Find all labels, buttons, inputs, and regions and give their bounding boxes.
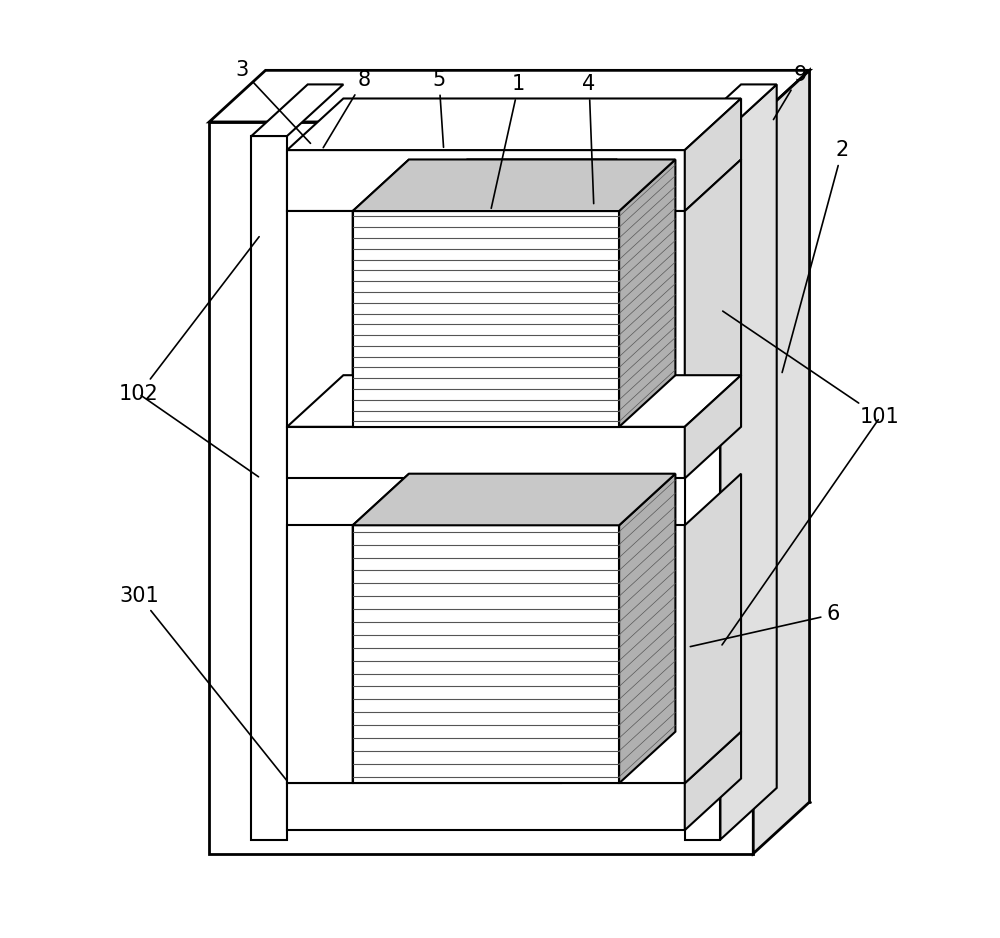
Polygon shape xyxy=(685,159,741,427)
Polygon shape xyxy=(619,474,675,783)
Polygon shape xyxy=(353,474,675,525)
Bar xyxy=(287,525,353,783)
Bar xyxy=(353,525,619,783)
Polygon shape xyxy=(685,84,777,136)
Bar xyxy=(287,150,685,211)
Bar xyxy=(411,211,561,338)
Polygon shape xyxy=(209,70,810,122)
Polygon shape xyxy=(287,375,741,427)
Polygon shape xyxy=(685,732,741,830)
Text: 6: 6 xyxy=(690,604,840,646)
Polygon shape xyxy=(251,84,343,136)
Polygon shape xyxy=(753,70,810,854)
Polygon shape xyxy=(561,159,617,338)
Polygon shape xyxy=(561,530,617,783)
Bar xyxy=(619,525,685,783)
Text: 5: 5 xyxy=(432,69,446,147)
Bar xyxy=(411,582,561,783)
Polygon shape xyxy=(685,98,741,211)
Polygon shape xyxy=(411,530,617,582)
Bar xyxy=(353,211,619,427)
Bar xyxy=(287,427,685,478)
Polygon shape xyxy=(353,474,409,783)
Bar xyxy=(685,136,720,840)
Text: 9: 9 xyxy=(773,65,807,119)
Text: 102: 102 xyxy=(119,236,259,404)
Text: 301: 301 xyxy=(119,585,287,781)
Text: 3: 3 xyxy=(235,60,310,144)
Polygon shape xyxy=(353,159,675,211)
Bar xyxy=(287,783,685,830)
Polygon shape xyxy=(720,84,777,840)
Text: 101: 101 xyxy=(723,311,900,428)
Polygon shape xyxy=(619,159,675,427)
Text: 8: 8 xyxy=(323,69,371,147)
Text: 1: 1 xyxy=(491,74,525,208)
Bar xyxy=(619,211,685,427)
Bar xyxy=(287,211,353,427)
Polygon shape xyxy=(685,474,741,783)
Bar xyxy=(251,136,287,840)
Polygon shape xyxy=(411,159,617,211)
Text: 4: 4 xyxy=(582,74,596,204)
Polygon shape xyxy=(287,98,741,150)
Polygon shape xyxy=(685,375,741,478)
Text: 2: 2 xyxy=(782,140,849,372)
Polygon shape xyxy=(353,159,409,427)
Bar xyxy=(209,122,753,854)
